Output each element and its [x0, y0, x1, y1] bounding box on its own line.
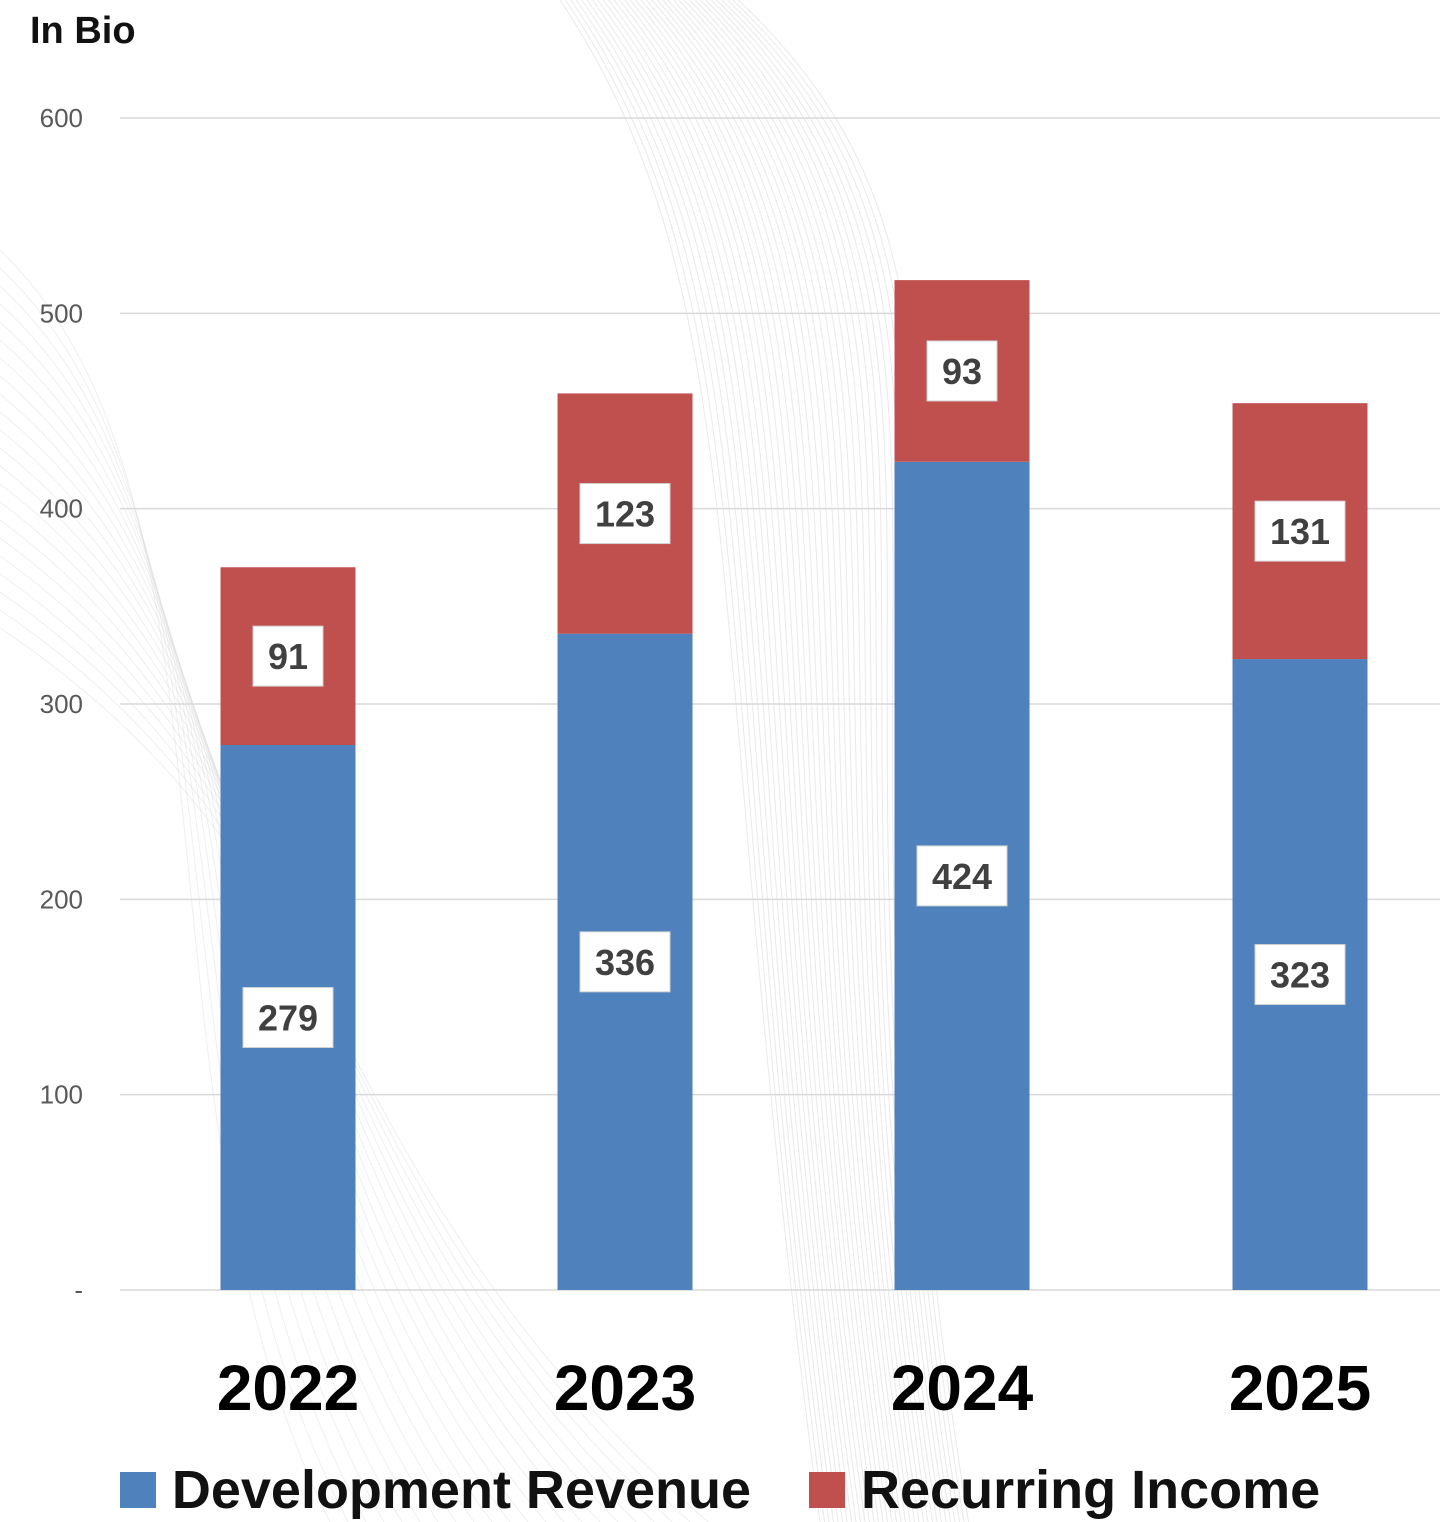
background-swirl-line: [602, 0, 857, 1522]
background-swirl-line: [651, 0, 897, 1522]
x-category-label: 2022: [217, 1352, 359, 1424]
x-category-label: 2023: [554, 1352, 696, 1424]
data-label: 123: [595, 494, 655, 535]
background-swirl-line: [656, 0, 902, 1522]
background-swirl-line: [689, 0, 929, 1522]
data-label-box: [916, 845, 1008, 907]
background-swirl-line: [559, 0, 821, 1522]
x-category-label: 2025: [1229, 1352, 1371, 1424]
background-swirl-line: [678, 0, 920, 1522]
legend-item-recurring-income: Recurring Income: [809, 1459, 1320, 1521]
background-swirl-line: [646, 0, 893, 1522]
data-label: 93: [942, 351, 982, 392]
background-swirl-line: [564, 0, 825, 1522]
legend: Development Revenue Recurring Income: [0, 1458, 1440, 1522]
data-label-box: [252, 625, 324, 687]
legend-swatch-recurring-income: [809, 1472, 846, 1508]
background-swirl-line: [662, 0, 906, 1522]
background-swirl-line: [673, 0, 915, 1522]
data-label-box: [1254, 944, 1346, 1006]
background-swirl-line: [629, 0, 879, 1522]
background-swirl-line: [0, 249, 331, 1522]
y-tick-label: 100: [40, 1080, 83, 1110]
legend-label-recurring-income: Recurring Income: [861, 1460, 1321, 1520]
legend-label-development-revenue: Development Revenue: [171, 1460, 752, 1520]
legend-item-development-revenue: Development Revenue: [119, 1459, 752, 1521]
background-swirl-line: [667, 0, 911, 1522]
background-swirl-line: [581, 0, 839, 1522]
data-label: 424: [932, 856, 992, 897]
background-swirl-line: [0, 303, 385, 1522]
background-swirl-line: [586, 0, 843, 1522]
data-label-box: [579, 483, 671, 545]
legend-swatch-development-revenue: [119, 1472, 156, 1508]
background-swirl-line: [608, 0, 861, 1522]
background-swirl-line: [694, 0, 933, 1522]
background-swirl-line: [570, 0, 830, 1522]
background-swirl-line: [591, 0, 848, 1522]
background-swirl-line: [575, 0, 834, 1522]
data-label: 336: [595, 942, 655, 983]
data-label: 91: [268, 636, 308, 677]
background-swirl-line: [0, 285, 367, 1522]
data-label: 131: [1270, 511, 1330, 552]
background-swirl-line: [619, 0, 870, 1522]
background-swirl-line: [700, 0, 938, 1522]
background-swirl-line: [597, 0, 852, 1522]
data-label-box: [1254, 500, 1346, 562]
x-category-label: 2024: [891, 1352, 1034, 1424]
background-swirl-line: [640, 0, 888, 1522]
data-label: 323: [1270, 955, 1330, 996]
background-swirl-line: [683, 0, 924, 1522]
background-swirl-line: [0, 321, 403, 1522]
unit-label: In Bio: [30, 10, 136, 52]
y-tick-label: 600: [40, 103, 83, 133]
y-tick-label: 500: [40, 298, 83, 328]
data-label-box: [926, 340, 998, 402]
background-swirl-line: [0, 267, 349, 1522]
background-swirl-line: [635, 0, 884, 1522]
background-swirl-line: [613, 0, 866, 1522]
data-label: 279: [258, 998, 318, 1039]
y-tick-label: -: [74, 1275, 83, 1305]
y-tick-label: 200: [40, 884, 83, 914]
background-swirl-line: [624, 0, 875, 1522]
y-tick-label: 300: [40, 689, 83, 719]
data-label-box: [579, 931, 671, 993]
y-tick-label: 400: [40, 494, 83, 524]
data-label-box: [242, 987, 334, 1049]
